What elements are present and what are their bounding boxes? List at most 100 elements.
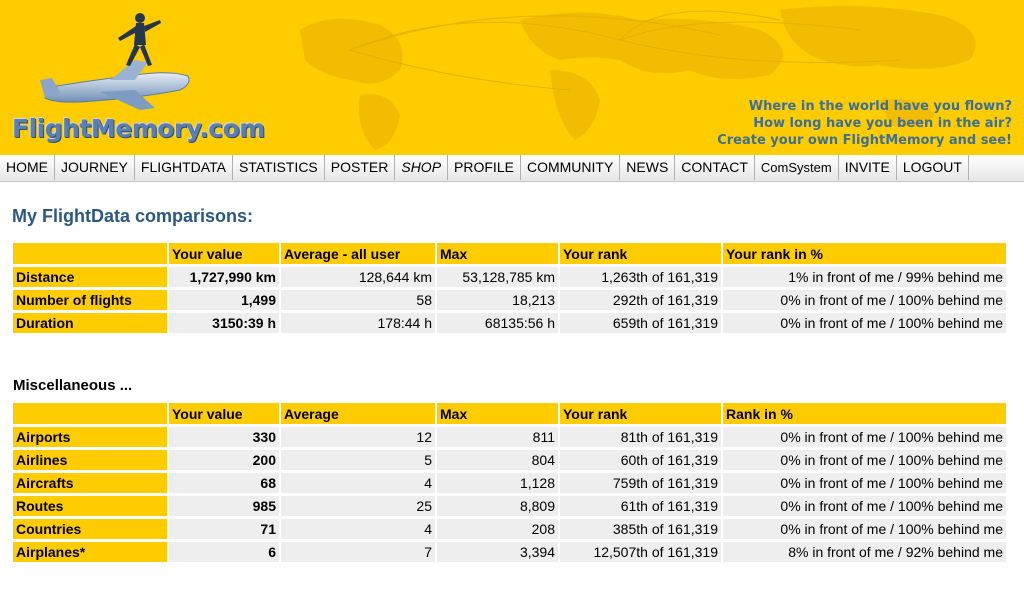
table-cell: 12 (281, 427, 435, 447)
header-cell: Rank in % (723, 403, 1006, 424)
table-cell: 804 (437, 450, 558, 470)
nav-community[interactable]: COMMUNITY (521, 155, 621, 180)
table-cell: 68135:56 h (437, 313, 558, 333)
header-cell (13, 243, 167, 264)
table-cell: 0% in front of me / 100% behind me (723, 313, 1006, 333)
row-label: Distance (13, 267, 167, 287)
table-cell: 81th of 161,319 (560, 427, 721, 447)
row-label: Airlines (13, 450, 167, 470)
table-cell: 18,213 (437, 290, 558, 310)
nav-journey[interactable]: JOURNEY (55, 155, 135, 180)
table-cell: 178:44 h (281, 313, 435, 333)
tagline-line-3: Create your own FlightMemory and see! (717, 133, 1012, 148)
table-cell: 985 (169, 496, 279, 516)
table-row: Distance 1,727,990 km 128,644 km 53,128,… (13, 267, 1006, 287)
nav-home[interactable]: HOME (0, 155, 55, 180)
nav-invite[interactable]: INVITE (839, 155, 897, 180)
tagline: Where in the world have you flown? How l… (717, 98, 1012, 149)
table-cell: 1,727,990 km (169, 267, 279, 287)
table-cell: 0% in front of me / 100% behind me (723, 519, 1006, 539)
table-cell: 759th of 161,319 (560, 473, 721, 493)
header-cell: Your value (169, 403, 279, 424)
table-row: Airplanes* 6 7 3,394 12,507th of 161,319… (13, 542, 1006, 562)
page-title: My FlightData comparisons: (12, 206, 254, 226)
misc-table: Your value Average Max Your rank Rank in… (11, 400, 1008, 565)
tagline-line-1: Where in the world have you flown? (748, 99, 1012, 114)
nav-poster[interactable]: POSTER (325, 155, 396, 180)
comparison-table: Your value Average - all user Max Your r… (11, 240, 1008, 336)
table-row: Aircrafts 68 4 1,128 759th of 161,319 0%… (13, 473, 1006, 493)
table-cell: 3150:39 h (169, 313, 279, 333)
nav-news[interactable]: NEWS (620, 155, 676, 180)
table-cell: 330 (169, 427, 279, 447)
header-cell: Your value (169, 243, 279, 264)
table-cell: 0% in front of me / 100% behind me (723, 496, 1006, 516)
table-header-row: Your value Average - all user Max Your r… (13, 243, 1006, 264)
table-header-row: Your value Average Max Your rank Rank in… (13, 403, 1006, 424)
misc-heading: Miscellaneous ... (13, 377, 133, 394)
world-map-background (300, 6, 976, 150)
row-label: Airplanes* (13, 542, 167, 562)
table-cell: 0% in front of me / 100% behind me (723, 473, 1006, 493)
table-cell: 8,809 (437, 496, 558, 516)
table-cell: 4 (281, 473, 435, 493)
nav-comsystem[interactable]: ComSystem (755, 155, 839, 180)
table-cell: 1,128 (437, 473, 558, 493)
site-header: FlightMemory.com Where in the world have… (0, 0, 1024, 155)
table-cell: 811 (437, 427, 558, 447)
table-cell: 385th of 161,319 (560, 519, 721, 539)
table-row: Airports 330 12 811 81th of 161,319 0% i… (13, 427, 1006, 447)
table-cell: 68 (169, 473, 279, 493)
nav-profile[interactable]: PROFILE (448, 155, 521, 180)
header-cell: Max (437, 243, 558, 264)
table-cell: 659th of 161,319 (560, 313, 721, 333)
table-cell: 5 (281, 450, 435, 470)
table-cell: 71 (169, 519, 279, 539)
table-cell: 25 (281, 496, 435, 516)
table-cell: 1,263th of 161,319 (560, 267, 721, 287)
row-label: Airports (13, 427, 167, 447)
table-cell: 0% in front of me / 100% behind me (723, 427, 1006, 447)
table-cell: 8% in front of me / 92% behind me (723, 542, 1006, 562)
table-cell: 292th of 161,319 (560, 290, 721, 310)
header-cell: Your rank (560, 403, 721, 424)
row-label: Duration (13, 313, 167, 333)
header-cell: Max (437, 403, 558, 424)
header-cell (13, 403, 167, 424)
main-nav: HOME JOURNEY FLIGHTDATA STATISTICS POSTE… (0, 155, 1024, 182)
nav-contact[interactable]: CONTACT (675, 155, 755, 180)
row-label: Aircrafts (13, 473, 167, 493)
table-cell: 3,394 (437, 542, 558, 562)
table-row: Routes 985 25 8,809 61th of 161,319 0% i… (13, 496, 1006, 516)
table-cell: 1% in front of me / 99% behind me (723, 267, 1006, 287)
nav-logout[interactable]: LOGOUT (897, 155, 969, 180)
table-row: Airlines 200 5 804 60th of 161,319 0% in… (13, 450, 1006, 470)
tagline-line-2: How long have you been in the air? (753, 116, 1012, 131)
table-cell: 4 (281, 519, 435, 539)
header-cell: Your rank in % (723, 243, 1006, 264)
table-cell: 61th of 161,319 (560, 496, 721, 516)
table-cell: 53,128,785 km (437, 267, 558, 287)
table-cell: 12,507th of 161,319 (560, 542, 721, 562)
site-logo[interactable]: FlightMemory.com (12, 114, 265, 143)
nav-shop[interactable]: SHOP (395, 155, 449, 180)
header-cell: Average (281, 403, 435, 424)
table-cell: 128,644 km (281, 267, 435, 287)
nav-statistics[interactable]: STATISTICS (233, 155, 325, 180)
table-row: Duration 3150:39 h 178:44 h 68135:56 h 6… (13, 313, 1006, 333)
airplane-surfer-logo-icon (40, 13, 190, 110)
nav-flightdata[interactable]: FLIGHTDATA (135, 155, 233, 180)
table-cell: 7 (281, 542, 435, 562)
table-cell: 0% in front of me / 100% behind me (723, 290, 1006, 310)
header-cell: Average - all user (281, 243, 435, 264)
table-cell: 1,499 (169, 290, 279, 310)
table-cell: 0% in front of me / 100% behind me (723, 450, 1006, 470)
header-cell: Your rank (560, 243, 721, 264)
row-label: Countries (13, 519, 167, 539)
table-cell: 60th of 161,319 (560, 450, 721, 470)
table-cell: 208 (437, 519, 558, 539)
table-cell: 6 (169, 542, 279, 562)
table-row: Number of flights 1,499 58 18,213 292th … (13, 290, 1006, 310)
table-cell: 58 (281, 290, 435, 310)
row-label: Routes (13, 496, 167, 516)
